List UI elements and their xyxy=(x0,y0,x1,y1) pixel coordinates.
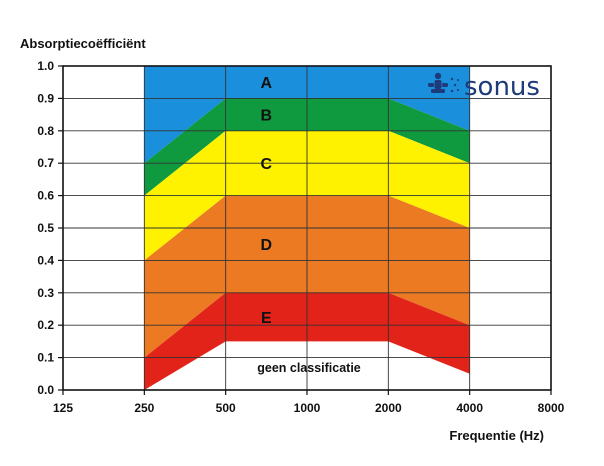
x-tick-label: 250 xyxy=(134,401,154,415)
x-tick-label: 4000 xyxy=(456,401,483,415)
y-tick-label: 0.5 xyxy=(37,221,54,235)
listener-icon xyxy=(428,72,459,93)
band-label-b: B xyxy=(261,108,273,125)
sonus-logo: sonus xyxy=(428,72,540,102)
y-tick-label: 0.0 xyxy=(37,383,54,397)
y-tick-label: 0.7 xyxy=(37,156,54,170)
x-tick-label: 8000 xyxy=(538,401,565,415)
y-tick-label: 0.1 xyxy=(37,351,54,365)
y-tick-label: 1.0 xyxy=(37,59,54,73)
y-tick-label: 0.2 xyxy=(37,318,54,332)
y-tick-label: 0.8 xyxy=(37,124,54,138)
x-tick-label: 2000 xyxy=(375,401,402,415)
band-label-c: C xyxy=(261,156,273,173)
y-tick-label: 0.6 xyxy=(37,189,54,203)
band-label-a: A xyxy=(261,75,273,92)
x-tick-label: 125 xyxy=(53,401,73,415)
y-axis-title: Absorptiecoëfficiënt xyxy=(20,36,146,51)
no-classification-label: geen classificatie xyxy=(257,361,361,375)
logo-text: sonus xyxy=(464,72,540,102)
grid-layer xyxy=(62,65,552,391)
x-tick-label: 500 xyxy=(216,401,236,415)
tick-layer: 0.0 0.1 0.2 0.3 0.4 0.5 0.6 0.7 0.8 0.9 1.0 125 250 5… xyxy=(37,59,564,415)
x-tick-label: 1000 xyxy=(294,401,321,415)
y-tick-label: 0.9 xyxy=(37,91,54,105)
band-label-e: E xyxy=(261,310,272,327)
x-axis-title: Frequentie (Hz) xyxy=(449,428,544,443)
band-label-layer: AB C D E xyxy=(261,75,273,327)
y-tick-label: 0.4 xyxy=(37,253,54,267)
y-tick-label: 0.3 xyxy=(37,286,54,300)
band-label-d: D xyxy=(261,237,273,254)
